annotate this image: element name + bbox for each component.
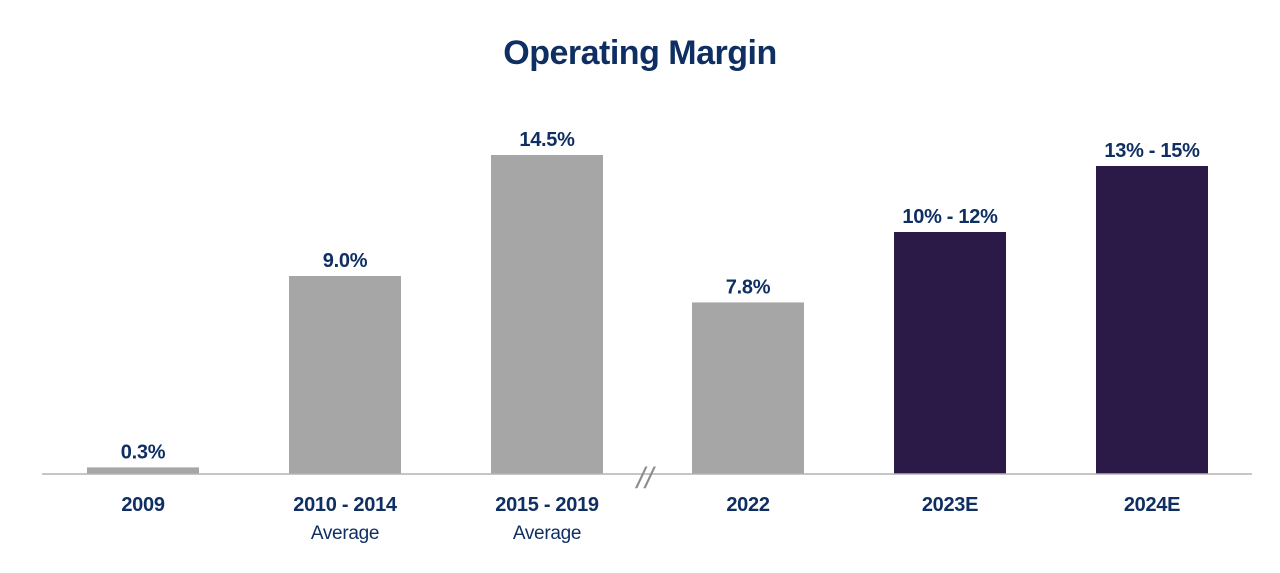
category-label: 2022 xyxy=(726,494,769,516)
category-label: 2009 xyxy=(121,494,164,516)
category-label: 2023E xyxy=(922,494,978,516)
bar-2023E xyxy=(894,232,1006,474)
category-label: 2010 - 2014 xyxy=(293,494,398,516)
value-label: 7.8% xyxy=(726,276,771,298)
value-label: 13% - 15% xyxy=(1104,140,1200,162)
bar-2024E xyxy=(1096,166,1208,474)
category-label: 2024E xyxy=(1124,494,1180,516)
category-label: 2015 - 2019 xyxy=(495,494,599,516)
bar-2009 xyxy=(87,467,199,474)
bars-group xyxy=(87,155,1208,474)
category-sublabel: Average xyxy=(311,523,379,544)
value-label: 0.3% xyxy=(121,441,166,463)
bar-2010-2014 xyxy=(289,276,401,474)
chart-title: Operating Margin xyxy=(503,34,777,72)
labels-group: 0.3% 2009 9.0% 2010 - 2014 Average 14.5% 2015 … xyxy=(121,129,1201,544)
value-label: 10% - 12% xyxy=(902,206,998,228)
value-label: 14.5% xyxy=(519,129,575,151)
axis-break-marker: // xyxy=(635,462,656,495)
bar-2022 xyxy=(692,302,804,474)
category-sublabel: Average xyxy=(513,523,581,544)
value-label: 9.0% xyxy=(323,250,368,272)
bar-2015-2019 xyxy=(491,155,603,474)
